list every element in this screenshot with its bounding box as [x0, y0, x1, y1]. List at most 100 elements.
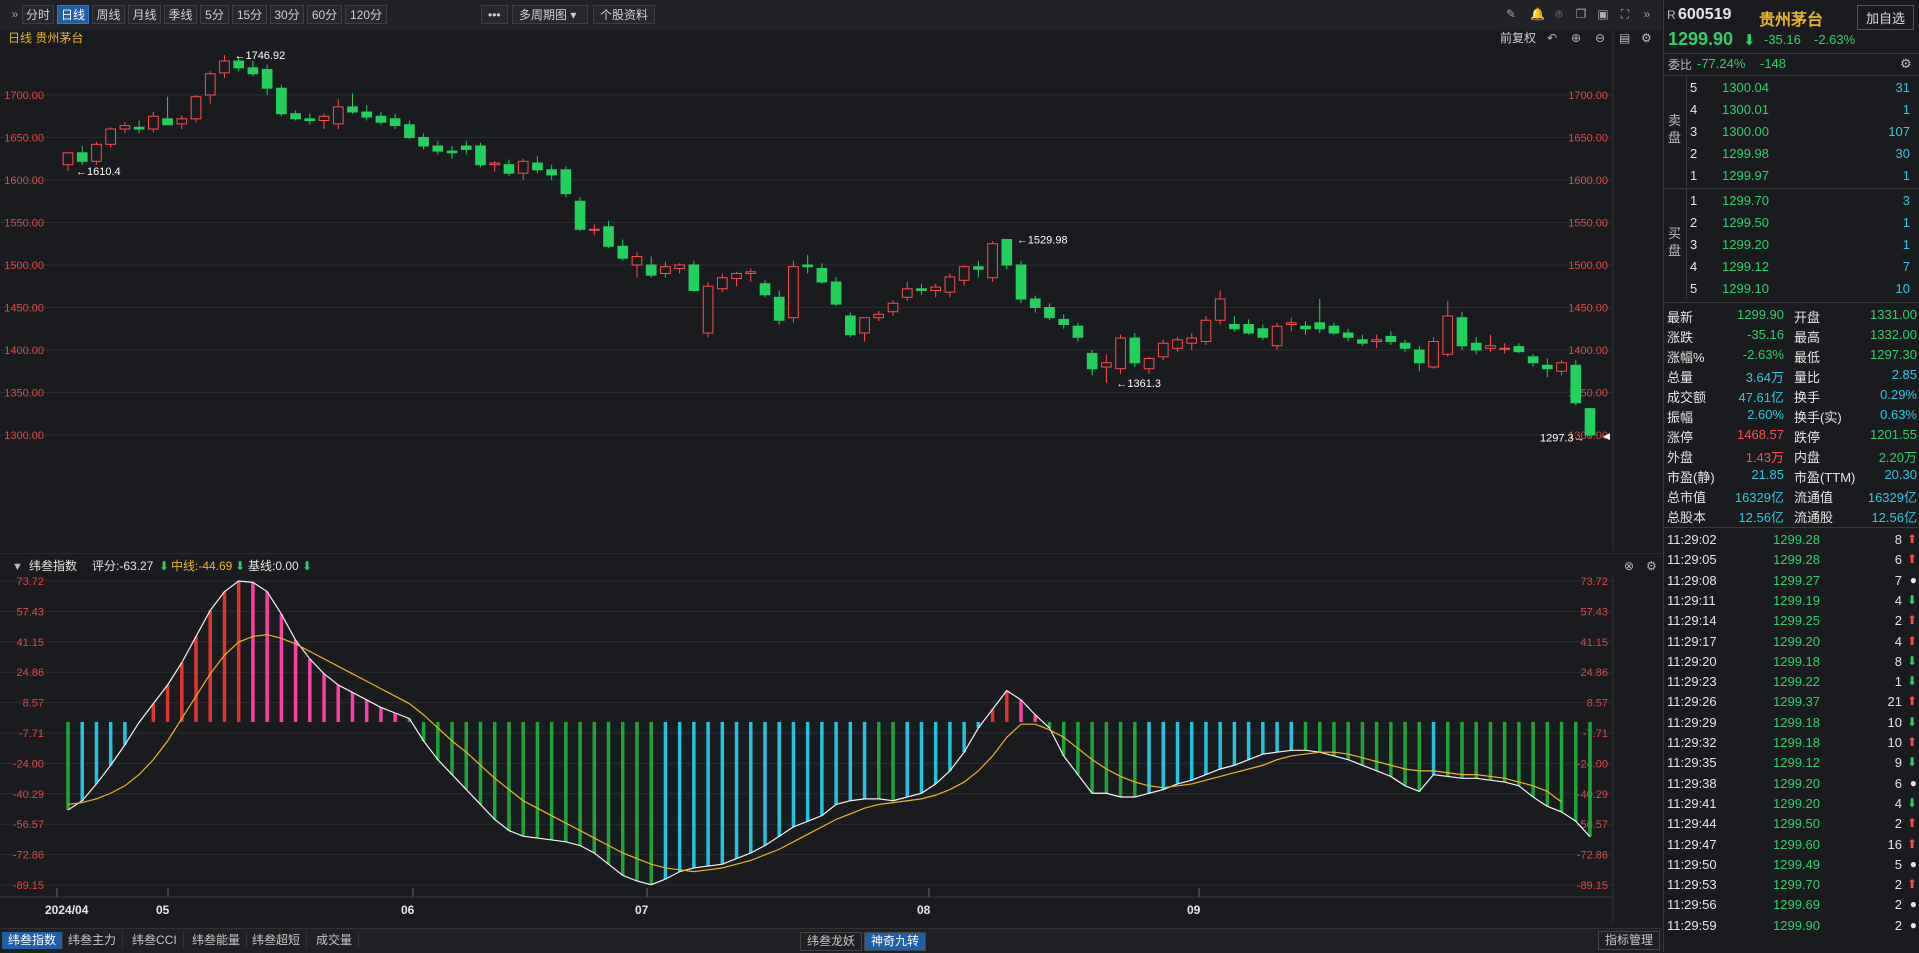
- bid-row[interactable]: 2 1299.50 1: [1664, 213, 1919, 233]
- kline-chart[interactable]: 日线 贵州茅台 前复权 ↶ ⊕ ⊖ ▤ ⚙ 1700.00 1700.00 1650…: [0, 30, 1662, 550]
- settings-icon[interactable]: ⚙: [1900, 56, 1912, 71]
- candle: [631, 256, 643, 266]
- expand-icon[interactable]: »: [11, 7, 19, 21]
- indicator-tick-left: 57.43: [16, 606, 44, 618]
- multi-period-label: 多周期图: [519, 8, 568, 22]
- price-tick-right: 1600.00: [1568, 175, 1608, 187]
- ask-row[interactable]: 4 1300.01 1: [1664, 100, 1919, 120]
- period-button[interactable]: 120分: [345, 5, 387, 24]
- more-button[interactable]: •••: [481, 5, 508, 24]
- tick-row: 11:29:23 1299.22 1 ⬇: [1664, 672, 1919, 692]
- neutral-dot-icon: ●: [1909, 897, 1917, 912]
- indicator-tab[interactable]: 纬叁主力: [62, 932, 124, 949]
- candle: [973, 266, 984, 270]
- bid-row[interactable]: 4 1299.12 7: [1664, 257, 1919, 277]
- tick-row: 11:29:47 1299.60 16 ⬆: [1664, 835, 1919, 855]
- tick-volume: 4: [1894, 795, 1902, 811]
- candle: [1328, 325, 1340, 334]
- candle: [418, 137, 429, 147]
- bid-vol: 10: [1895, 281, 1910, 296]
- tick-volume: 10: [1887, 735, 1902, 750]
- candle: [1456, 317, 1468, 347]
- period-button[interactable]: 日线: [57, 5, 89, 24]
- candle: [716, 277, 728, 290]
- indicator-tab[interactable]: 神奇九转: [864, 932, 927, 951]
- tick-volume: 21: [1887, 694, 1902, 710]
- tick-price: 1299.90: [1773, 917, 1820, 933]
- period-button[interactable]: 分时: [22, 5, 54, 24]
- period-button[interactable]: 15分: [232, 5, 267, 24]
- chart-title: 日线 贵州茅台: [8, 30, 83, 45]
- period-button[interactable]: 5分: [200, 5, 229, 24]
- copy-icon[interactable]: ❐: [1575, 7, 1587, 21]
- indicator-toggle-icon[interactable]: ▼: [12, 561, 23, 573]
- indicator-tick-right: 24.86: [1580, 667, 1608, 679]
- zoom-in-icon[interactable]: ⊕: [1571, 31, 1581, 45]
- candle: [1214, 298, 1226, 321]
- buy-side-label: 买盘: [1664, 189, 1687, 299]
- stat-row: 总市值 16329亿 流通值 16329亿: [1664, 485, 1919, 505]
- tick-time: 11:29:05: [1667, 552, 1717, 568]
- indicator-tick-right: 73.72: [1580, 576, 1608, 588]
- tick-price: 1299.28: [1773, 552, 1820, 568]
- indicator-tab[interactable]: 成交量: [310, 932, 360, 949]
- indicator-tab[interactable]: 纬叁龙妖: [800, 932, 863, 951]
- indicator-svg[interactable]: ▼ 纬叁指数 评分:-63.27 ⬇ 中线:-44.69 ⬇ 基线:0.00 ⬇…: [0, 552, 1662, 923]
- candle: [1470, 342, 1482, 351]
- stat-value: 1201.55: [1870, 427, 1917, 442]
- fullscreen-icon[interactable]: ⛶: [1620, 7, 1630, 21]
- candle: [517, 160, 529, 174]
- ask-row[interactable]: 2 1299.98 30: [1664, 144, 1919, 164]
- period-button[interactable]: 60分: [307, 5, 342, 24]
- period-button[interactable]: 30分: [270, 5, 304, 24]
- window-icon[interactable]: ▣: [1597, 7, 1609, 21]
- ask-row[interactable]: 3 1300.00 107: [1664, 122, 1919, 142]
- layout-icon[interactable]: ▤: [1619, 31, 1630, 45]
- indicator-tick-right: -24.00: [1577, 758, 1608, 770]
- down-arrow-icon: ⬇: [1906, 592, 1917, 607]
- indicator-tab[interactable]: 纬叁指数: [2, 932, 64, 949]
- stock-info-button[interactable]: 个股资料: [593, 5, 656, 24]
- camera-icon[interactable]: ⌾: [1555, 7, 1563, 21]
- tick-price: 1299.22: [1773, 674, 1820, 690]
- r-prefix: R: [1667, 8, 1676, 22]
- candle: [1271, 325, 1283, 347]
- zoom-out-icon[interactable]: ⊖: [1595, 31, 1605, 45]
- multi-period-dropdown[interactable]: 多周期图 ▾: [512, 5, 588, 24]
- bid-row[interactable]: 1 1299.70 3: [1664, 191, 1919, 211]
- period-button[interactable]: 季线: [164, 5, 197, 24]
- collapse-icon[interactable]: »: [1643, 7, 1651, 21]
- candle: [460, 145, 472, 150]
- score-label: 评分:-63.27: [92, 559, 154, 573]
- tick-volume: 2: [1894, 917, 1902, 933]
- bid-row[interactable]: 3 1299.20 1: [1664, 235, 1919, 255]
- period-button[interactable]: 月线: [128, 5, 161, 24]
- candle: [148, 115, 159, 130]
- undo-icon[interactable]: ↶: [1547, 31, 1557, 45]
- close-icon[interactable]: ⊗: [1624, 559, 1634, 573]
- ask-row[interactable]: 5 1300.04 31: [1664, 78, 1919, 98]
- stat-row: 市盈(静) 21.85 市盈(TTM) 20.30: [1664, 465, 1919, 485]
- period-button[interactable]: 周线: [92, 5, 125, 24]
- bid-row[interactable]: 5 1299.10 10: [1664, 279, 1919, 299]
- ask-row[interactable]: 1 1299.97 1: [1664, 166, 1919, 186]
- settings-icon[interactable]: ⚙: [1641, 31, 1652, 45]
- add-watchlist-button[interactable]: 加自选: [1857, 5, 1915, 30]
- adjust-mode[interactable]: 前复权: [1500, 30, 1536, 45]
- tick-row: 11:29:14 1299.25 2 ⬆: [1664, 611, 1919, 631]
- candle: [190, 96, 202, 120]
- indicator-manage-button[interactable]: 指标管理: [1598, 931, 1661, 950]
- indicator-tab[interactable]: 纬叁CCI: [126, 932, 184, 949]
- tick-row: 11:29:20 1299.18 8 ⬇: [1664, 652, 1919, 672]
- indicator-tab[interactable]: 纬叁能量: [186, 932, 248, 949]
- kline-svg[interactable]: 日线 贵州茅台 前复权 ↶ ⊕ ⊖ ▤ ⚙ 1700.00 1700.00 1650…: [0, 30, 1662, 550]
- ask-vol: 1: [1902, 168, 1910, 183]
- score-line: [67, 580, 1591, 886]
- bell-icon[interactable]: 🔔: [1530, 7, 1545, 21]
- indicator-name[interactable]: 纬叁指数: [29, 558, 77, 573]
- indicator-tab[interactable]: 纬叁超短: [246, 932, 308, 949]
- settings-icon[interactable]: ⚙: [1646, 559, 1657, 573]
- tick-row: 11:29:17 1299.20 4 ⬆: [1664, 632, 1919, 652]
- pencil-icon[interactable]: ✎: [1505, 7, 1517, 21]
- indicator-chart[interactable]: ▼ 纬叁指数 评分:-63.27 ⬇ 中线:-44.69 ⬇ 基线:0.00 ⬇…: [0, 552, 1662, 923]
